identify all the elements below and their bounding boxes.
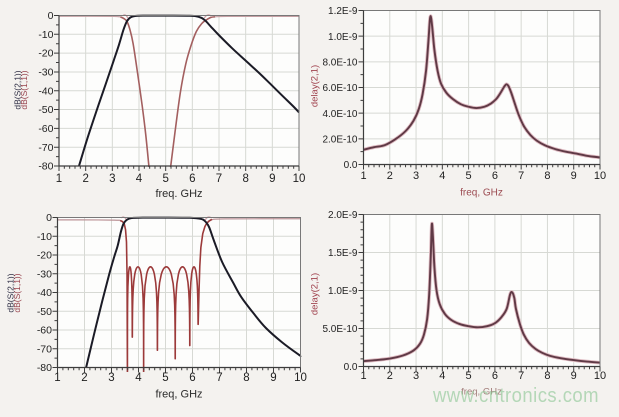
svg-text:-60: -60 (37, 325, 52, 337)
svg-text:8: 8 (544, 370, 550, 382)
svg-text:7: 7 (518, 370, 524, 382)
svg-text:1: 1 (54, 372, 60, 384)
svg-text:3: 3 (413, 170, 419, 182)
svg-text:4: 4 (135, 372, 142, 384)
svg-text:10: 10 (594, 370, 606, 382)
svg-text:-30: -30 (37, 268, 52, 280)
svg-text:-70: -70 (37, 343, 52, 355)
svg-text:-10: -10 (38, 29, 53, 41)
svg-text:4: 4 (439, 170, 445, 182)
svg-text:1.5E-9: 1.5E-9 (328, 248, 358, 259)
svg-text:1: 1 (56, 173, 62, 185)
svg-text:1.0E-9: 1.0E-9 (328, 32, 358, 43)
svg-text:-50: -50 (37, 306, 52, 318)
svg-text:dB(S(2,1)): dB(S(2,1)) (6, 273, 16, 312)
svg-text:delay(2,1): delay(2,1) (310, 65, 321, 107)
svg-text:delay(2,1): delay(2,1) (310, 273, 321, 315)
svg-text:dB(S(1,1)): dB(S(1,1)) (19, 70, 29, 109)
svg-text:7: 7 (518, 170, 524, 182)
svg-text:-80: -80 (37, 362, 52, 374)
svg-text:1: 1 (360, 370, 366, 382)
svg-text:9: 9 (571, 370, 577, 382)
svg-text:2: 2 (387, 170, 393, 182)
svg-text:-50: -50 (38, 104, 53, 116)
svg-text:5: 5 (466, 170, 472, 182)
svg-text:1.0E-9: 1.0E-9 (328, 286, 358, 297)
svg-text:freq. GHz: freq. GHz (155, 188, 202, 200)
svg-text:10: 10 (294, 372, 307, 384)
svg-text:-20: -20 (38, 48, 53, 60)
svg-text:3: 3 (108, 372, 114, 384)
svg-text:www.cntronics.com: www.cntronics.com (432, 384, 599, 407)
svg-text:-20: -20 (37, 250, 52, 262)
svg-text:0.0: 0.0 (344, 160, 358, 171)
svg-text:freq, GHz: freq, GHz (155, 389, 202, 401)
svg-text:5.0E-10: 5.0E-10 (322, 324, 357, 335)
svg-text:0: 0 (46, 212, 52, 224)
svg-text:1.2E-9: 1.2E-9 (328, 6, 358, 17)
svg-text:5: 5 (162, 173, 168, 185)
svg-text:-80: -80 (38, 161, 53, 173)
svg-text:6.0E-10: 6.0E-10 (322, 83, 357, 94)
svg-text:9: 9 (270, 372, 276, 384)
svg-text:8: 8 (242, 173, 248, 185)
svg-text:1: 1 (360, 170, 366, 182)
svg-text:4.0E-10: 4.0E-10 (322, 109, 357, 120)
svg-text:dB(S(1,1)): dB(S(1,1)) (12, 273, 22, 312)
svg-text:8: 8 (243, 372, 249, 384)
svg-text:9: 9 (571, 170, 577, 182)
svg-text:2: 2 (387, 370, 393, 382)
svg-text:dB(S(2,1)): dB(S(2,1)) (13, 70, 23, 109)
svg-text:8: 8 (544, 170, 550, 182)
svg-text:5: 5 (466, 370, 472, 382)
svg-text:2.0E-10: 2.0E-10 (322, 134, 357, 145)
svg-text:-70: -70 (38, 142, 53, 154)
svg-text:3: 3 (413, 370, 419, 382)
svg-text:9: 9 (269, 173, 275, 185)
svg-text:2.0E-9: 2.0E-9 (328, 210, 358, 221)
svg-text:6: 6 (492, 170, 498, 182)
svg-text:0: 0 (48, 10, 54, 22)
svg-text:8.0E-10: 8.0E-10 (322, 57, 357, 68)
svg-text:4: 4 (439, 370, 445, 382)
svg-text:10: 10 (293, 173, 306, 185)
svg-text:-30: -30 (38, 67, 53, 79)
svg-text:2: 2 (81, 372, 87, 384)
svg-text:6: 6 (189, 372, 195, 384)
svg-text:0.0: 0.0 (344, 362, 358, 373)
svg-text:-10: -10 (37, 231, 52, 243)
svg-text:7: 7 (216, 372, 222, 384)
svg-text:freq, GHz: freq, GHz (461, 387, 502, 398)
svg-text:-40: -40 (38, 85, 53, 97)
svg-text:freq, GHz: freq, GHz (460, 188, 503, 199)
svg-text:4: 4 (136, 173, 143, 185)
svg-text:-40: -40 (37, 287, 52, 299)
svg-text:6: 6 (492, 370, 498, 382)
svg-text:5: 5 (162, 372, 168, 384)
svg-text:6: 6 (189, 173, 195, 185)
svg-text:2: 2 (82, 173, 88, 185)
svg-text:-60: -60 (38, 123, 53, 135)
svg-text:7: 7 (216, 173, 222, 185)
svg-text:3: 3 (109, 173, 115, 185)
svg-text:10: 10 (594, 170, 606, 182)
